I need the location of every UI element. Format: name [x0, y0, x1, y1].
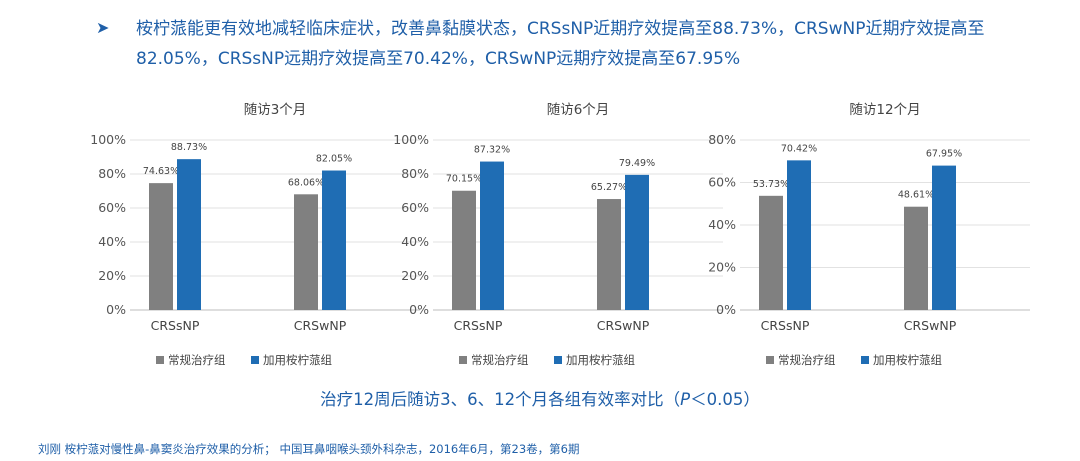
bar-control	[149, 183, 173, 310]
caption-text-before: 治疗12周后随访3、6、12个月各组有效率对比（	[320, 390, 681, 409]
x-category-label: CRSwNP	[904, 318, 957, 333]
chart-title: 随访3个月	[244, 102, 307, 118]
headline-text: 桉柠蒎能更有效地减轻临床症状，改善鼻黏膜状态，CRSsNP近期疗效提高至88.7…	[136, 19, 985, 69]
legend-label: 常规治疗组	[471, 353, 529, 367]
y-tick-label: 0%	[716, 302, 736, 317]
data-label: 67.95%	[926, 149, 962, 160]
data-label: 70.15%	[446, 174, 482, 185]
bar-treatment	[932, 165, 956, 310]
y-tick-label: 60%	[98, 200, 126, 215]
data-label: 87.32%	[474, 145, 510, 156]
legend-swatch	[554, 356, 562, 364]
caption-p-symbol: P	[680, 390, 691, 409]
chart-title: 随访12个月	[849, 102, 920, 118]
chart-3-months: 随访3个月 0% 20% 40% 60% 80% 100% 74.63% 88.73% CRSsN…	[80, 92, 440, 382]
data-label: 82.05%	[316, 154, 352, 165]
chart-3-months-svg: 随访3个月 0% 20% 40% 60% 80% 100% 74.63% 88.73% CRSsN…	[90, 102, 420, 367]
legend-swatch	[251, 356, 259, 364]
y-tick-label: 20%	[401, 268, 429, 283]
y-tick-label: 80%	[401, 166, 429, 181]
y-tick-label: 0%	[106, 302, 126, 317]
bar-control	[294, 194, 318, 310]
y-tick-label: 80%	[708, 132, 736, 147]
legend-swatch	[156, 356, 164, 364]
bar-control	[759, 195, 783, 310]
data-label: 88.73%	[171, 142, 207, 153]
legend-label: 常规治疗组	[168, 353, 226, 367]
y-tick-label: 0%	[409, 302, 429, 317]
y-tick-label: 60%	[401, 200, 429, 215]
data-label: 48.61%	[898, 190, 934, 201]
legend-label: 加用桉柠蒎组	[873, 353, 942, 367]
y-tick-label: 20%	[98, 268, 126, 283]
bar-control	[597, 199, 621, 310]
bar-treatment	[625, 174, 649, 310]
bar-treatment	[177, 159, 201, 310]
y-tick-label: 40%	[708, 217, 736, 232]
x-category-label: CRSsNP	[151, 318, 200, 333]
legend-label: 加用桉柠蒎组	[263, 353, 332, 367]
y-tick-label: 40%	[98, 234, 126, 249]
bar-control	[904, 206, 928, 310]
bar-treatment	[787, 160, 811, 310]
legend-swatch	[459, 356, 467, 364]
source-citation: 刘刚 桉柠蒎对慢性鼻-鼻窦炎治疗效果的分析； 中国耳鼻咽喉头颈外科杂志，2016…	[38, 442, 580, 456]
legend-swatch	[861, 356, 869, 364]
y-tick-label: 60%	[708, 175, 736, 190]
chart-6-months-svg: 随访6个月 0% 20% 40% 60% 80% 100% 70.15% 87.32% CRSsN…	[393, 102, 723, 367]
y-tick-label: 20%	[708, 260, 736, 275]
legend-label: 加用桉柠蒎组	[566, 353, 635, 367]
bar-control	[452, 190, 476, 310]
data-label: 53.73%	[753, 179, 789, 190]
data-label: 65.27%	[591, 182, 627, 193]
chart-title: 随访6个月	[547, 102, 610, 118]
y-tick-label: 100%	[90, 132, 126, 147]
chart-12-months-svg: 随访12个月 0% 20% 40% 60% 80% 53.73% 70.42% CRSsNP 48…	[708, 102, 1030, 367]
legend-swatch	[766, 356, 774, 364]
data-label: 79.49%	[619, 158, 655, 169]
bar-treatment	[322, 170, 346, 310]
chart-6-months: 随访6个月 0% 20% 40% 60% 80% 100% 70.15% 87.32% CRSsN…	[383, 92, 743, 382]
x-category-label: CRSwNP	[294, 318, 347, 333]
chart-12-months: 随访12个月 0% 20% 40% 60% 80% 53.73% 70.42% CRSsNP 48…	[690, 92, 1050, 382]
data-label: 74.63%	[143, 166, 179, 177]
y-tick-label: 80%	[98, 166, 126, 181]
y-tick-label: 40%	[401, 234, 429, 249]
bar-treatment	[480, 161, 504, 310]
y-tick-label: 100%	[393, 132, 429, 147]
triangle-right-icon: ➤	[96, 18, 110, 37]
x-category-label: CRSsNP	[454, 318, 503, 333]
data-label: 68.06%	[288, 177, 324, 188]
legend-label: 常规治疗组	[778, 353, 836, 367]
x-category-label: CRSsNP	[761, 318, 810, 333]
figure-caption: 治疗12周后随访3、6、12个月各组有效率对比（P＜0.05）	[0, 386, 1080, 410]
x-category-label: CRSwNP	[597, 318, 650, 333]
caption-text-after: ＜0.05）	[690, 390, 760, 409]
data-label: 70.42%	[781, 143, 817, 154]
